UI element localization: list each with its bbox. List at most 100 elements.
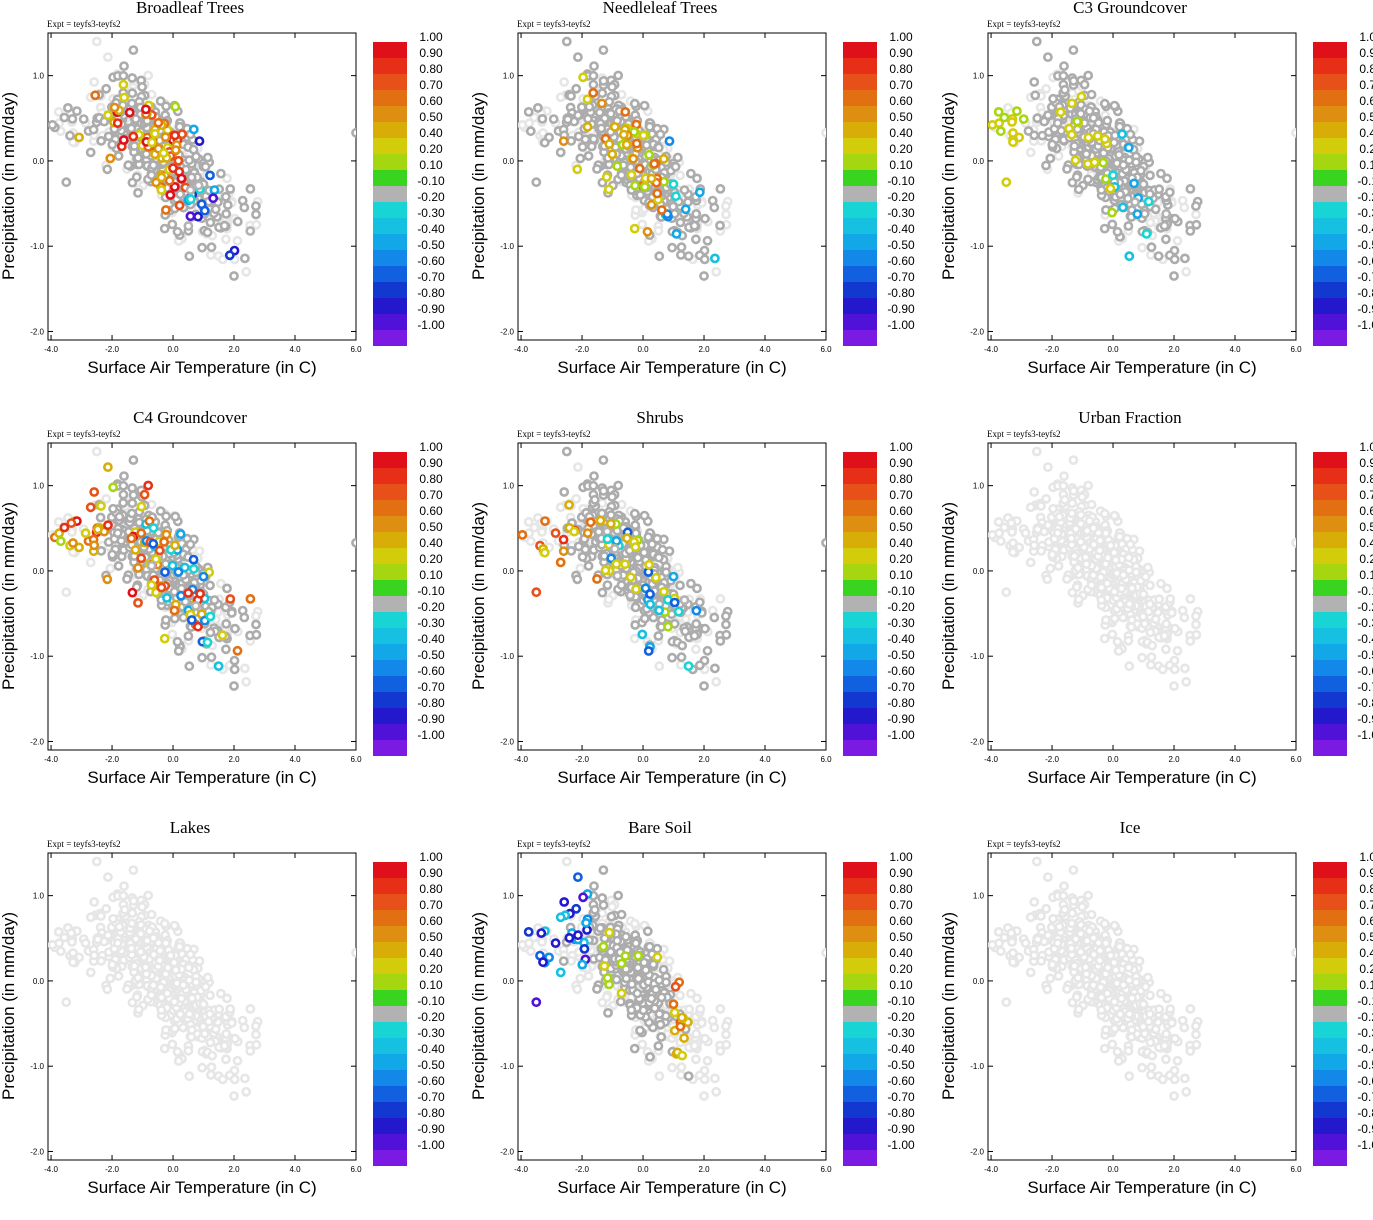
data-point bbox=[1140, 591, 1147, 598]
colorbar-label: 0.50 bbox=[889, 520, 913, 534]
x-tick-label: 4.0 bbox=[1229, 755, 1241, 764]
colorbar-label: 0.50 bbox=[1359, 520, 1373, 534]
data-point bbox=[1022, 530, 1029, 537]
colorbar-label: -0.20 bbox=[1357, 600, 1373, 614]
data-point bbox=[1001, 114, 1008, 121]
data-point bbox=[201, 207, 208, 214]
colorbar-label: -0.80 bbox=[1357, 696, 1373, 710]
data-point bbox=[647, 601, 654, 608]
data-point bbox=[716, 222, 723, 229]
data-point bbox=[178, 175, 185, 182]
data-point bbox=[1001, 524, 1008, 531]
data-point bbox=[675, 608, 682, 615]
data-point bbox=[92, 92, 99, 99]
data-point bbox=[1088, 91, 1095, 98]
data-point bbox=[120, 63, 127, 70]
data-point bbox=[1063, 165, 1070, 172]
data-point bbox=[230, 272, 237, 279]
y-tick-label: -1.0 bbox=[970, 652, 984, 661]
data-point bbox=[120, 81, 127, 88]
data-point bbox=[231, 657, 238, 664]
data-point bbox=[172, 103, 179, 110]
data-point bbox=[593, 165, 600, 172]
data-point bbox=[631, 182, 638, 189]
colorbar-swatch bbox=[1313, 692, 1347, 708]
data-point bbox=[171, 922, 178, 929]
colorbar-swatch bbox=[373, 234, 407, 250]
data-point bbox=[129, 90, 136, 97]
data-point bbox=[171, 542, 178, 549]
y-tick-label: 0.0 bbox=[33, 157, 45, 166]
colorbar-label: -0.70 bbox=[417, 680, 445, 694]
data-point bbox=[641, 512, 648, 519]
data-point bbox=[109, 551, 116, 558]
x-tick-label: -2.0 bbox=[1045, 345, 1059, 354]
data-point bbox=[1147, 251, 1154, 258]
data-point bbox=[223, 210, 230, 217]
data-point bbox=[207, 251, 214, 258]
data-point bbox=[674, 564, 681, 571]
colorbar-swatch bbox=[1313, 724, 1347, 740]
data-point bbox=[69, 115, 76, 122]
colorbar-swatch bbox=[1313, 42, 1347, 58]
data-point bbox=[656, 663, 663, 670]
data-point bbox=[590, 473, 597, 480]
colorbar-label: 0.10 bbox=[889, 568, 913, 582]
data-point bbox=[247, 185, 254, 192]
x-tick-label: 6.0 bbox=[820, 345, 832, 354]
colorbar-label: -1.00 bbox=[887, 318, 915, 332]
data-point bbox=[1171, 215, 1178, 222]
data-point bbox=[104, 112, 111, 119]
colorbar-label: 0.10 bbox=[419, 568, 443, 582]
colorbar-label: -1.00 bbox=[417, 728, 445, 742]
data-point bbox=[672, 193, 679, 200]
colorbar-swatch bbox=[373, 250, 407, 266]
x-tick-label: 6.0 bbox=[350, 1165, 362, 1174]
data-point bbox=[186, 157, 193, 164]
data-point bbox=[722, 613, 729, 620]
x-tick-label: -4.0 bbox=[984, 755, 998, 764]
data-point bbox=[241, 204, 248, 211]
data-point bbox=[643, 142, 650, 149]
data-point bbox=[1139, 244, 1146, 251]
data-point bbox=[241, 614, 248, 621]
data-point bbox=[533, 179, 540, 186]
data-point bbox=[1125, 637, 1132, 644]
data-point bbox=[1013, 108, 1020, 115]
data-point bbox=[194, 623, 201, 630]
data-point bbox=[585, 562, 592, 569]
y-tick-label: 1.0 bbox=[503, 72, 515, 81]
data-point bbox=[1187, 595, 1194, 602]
colorbar-label: 1.00 bbox=[1359, 30, 1373, 44]
colorbar-swatch bbox=[373, 170, 407, 186]
colorbar-label: -0.30 bbox=[1357, 206, 1373, 220]
data-point bbox=[1192, 621, 1199, 628]
data-point bbox=[1008, 118, 1015, 125]
colorbar-label: -0.30 bbox=[417, 616, 445, 630]
data-point bbox=[580, 74, 587, 81]
data-point bbox=[632, 206, 639, 213]
colorbar-label: -0.20 bbox=[887, 190, 915, 204]
colorbar-label: -0.30 bbox=[417, 206, 445, 220]
data-point bbox=[631, 225, 638, 232]
data-point bbox=[197, 590, 204, 597]
data-point bbox=[91, 898, 98, 905]
colorbar-swatch bbox=[843, 660, 877, 676]
data-point bbox=[603, 174, 610, 181]
data-point bbox=[204, 639, 211, 646]
colorbar-label: -0.50 bbox=[417, 648, 445, 662]
data-point bbox=[646, 123, 653, 130]
colorbar-label: -0.10 bbox=[417, 174, 445, 188]
colorbar-swatch bbox=[843, 740, 877, 756]
data-point bbox=[1144, 564, 1151, 571]
data-point bbox=[169, 1041, 176, 1048]
y-tick-label: 0.0 bbox=[503, 157, 515, 166]
colorbar-swatch bbox=[373, 42, 407, 58]
colorbar-label: -0.60 bbox=[417, 664, 445, 678]
data-point bbox=[1104, 117, 1111, 124]
colorbar-label: 0.40 bbox=[1359, 126, 1373, 140]
data-point bbox=[538, 528, 545, 535]
data-point bbox=[1125, 144, 1132, 151]
